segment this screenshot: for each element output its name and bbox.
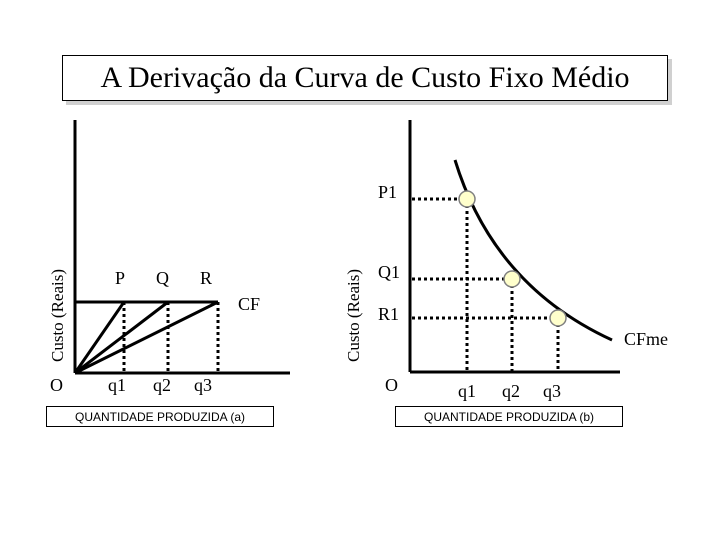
ray-q bbox=[74, 300, 169, 375]
panel-a-q3-label: q3 bbox=[194, 375, 212, 395]
panel-a-origin: O bbox=[50, 375, 63, 395]
panel-a-ylabel: Custo (Reais) bbox=[48, 268, 67, 362]
point-p1 bbox=[458, 190, 476, 208]
panel-b-origin: O bbox=[385, 375, 398, 395]
panel-b-q1-label: q1 bbox=[458, 381, 476, 401]
point-q1 bbox=[503, 270, 521, 288]
ray-r bbox=[74, 300, 219, 375]
point-r1 bbox=[549, 309, 567, 327]
panel-b-ylabel: Custo (Reais) bbox=[344, 268, 363, 362]
panel-b-xlabel: QUANTIDADE PRODUZIDA (b) bbox=[395, 406, 623, 427]
panel-b-q2-label: q2 bbox=[502, 381, 520, 401]
diagram-title: A Derivação da Curva de Custo Fixo Médio bbox=[62, 55, 668, 101]
ray-p bbox=[73, 301, 126, 374]
ray-label-p: P bbox=[115, 268, 126, 288]
cfme-curve bbox=[453, 159, 613, 342]
panel-a-q2-label: q2 bbox=[153, 375, 171, 395]
ray-label-q: Q bbox=[156, 268, 169, 288]
panel-a-q1-label: q1 bbox=[108, 375, 126, 395]
price-label-r1: R1 bbox=[378, 304, 400, 324]
ray-label-r: R bbox=[200, 268, 213, 288]
price-label-q1: Q1 bbox=[378, 262, 400, 282]
cf-label: CF bbox=[238, 294, 261, 314]
panel-b-q3-label: q3 bbox=[543, 381, 561, 401]
panel-a-xlabel: QUANTIDADE PRODUZIDA (a) bbox=[46, 406, 274, 427]
cfme-label: CFme bbox=[624, 329, 669, 349]
price-label-p1: P1 bbox=[378, 182, 398, 202]
